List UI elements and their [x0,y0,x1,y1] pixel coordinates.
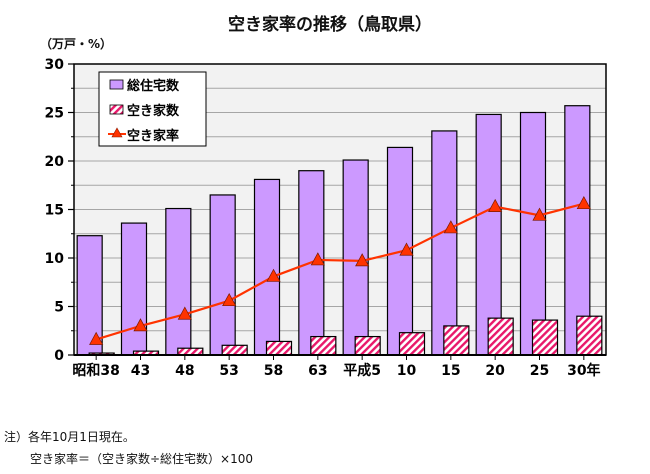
x-tick-label: 43 [131,363,150,379]
x-tick-label: 48 [175,363,194,379]
bar-vacant-houses [576,315,603,356]
legend-label-vacant: 空き家数 [127,103,180,119]
bar-vacant-houses [487,317,514,356]
y-tick-label: 20 [45,154,65,170]
bar-vacant-houses [398,332,426,356]
legend-label-total: 総住宅数 [127,78,180,94]
x-tick-label: 昭和38 [72,363,119,379]
marker-vacancy-rate [355,253,370,267]
marker-vacancy-rate [399,242,414,256]
line-vacancy-rate [95,202,585,341]
bar-total-housing [165,207,192,356]
bar-vacant-houses [310,335,337,356]
marker-vacancy-rate [488,198,503,212]
legend-swatch-total [109,79,124,90]
note-line-2: 空き家率＝（空き家数÷総住宅数）×100 [30,452,254,466]
bar-total-housing [253,178,281,356]
x-tick-label: 25 [530,363,549,379]
marker-vacancy-rate [576,195,591,210]
bar-vacant-houses [354,335,381,356]
legend-swatch-rate-marker [111,127,123,138]
bar-total-housing [431,130,458,356]
bar-vacant-houses [221,344,248,356]
x-tick-label: 58 [264,363,283,379]
marker-vacancy-rate [310,252,325,266]
bar-total-housing [564,105,591,356]
chart-title-text: 空き家率の推移（鳥取県） [228,15,432,35]
y-tick-label: 30 [45,57,65,73]
x-tick-label: 10 [397,363,417,379]
bar-total-housing [519,111,547,356]
legend: 総住宅数 空き家数 空き家率 [98,71,207,147]
x-tick-label: 53 [219,363,238,379]
y-tick-label: 15 [45,203,64,219]
note-line-1: 注）各年10月1日現在。 [4,430,135,444]
bar-total-housing [209,194,236,356]
x-tick-label: 63 [308,363,327,379]
x-tick-label: 平成5 [343,362,381,379]
y-tick-label: 5 [54,300,64,316]
marker-vacancy-rate [89,331,104,345]
y-tick-label: 25 [45,106,64,122]
x-tick-label: 20 [485,363,505,379]
y-tick-label: 10 [45,251,65,267]
marker-vacancy-rate [177,306,192,320]
marker-vacancy-rate [443,220,458,234]
bar-vacant-houses [443,325,470,356]
marker-vacancy-rate [222,292,237,307]
x-tick-label: 15 [441,363,460,379]
bar-vacant-houses [531,319,559,356]
y-tick-label: 0 [54,348,64,364]
marker-vacancy-rate [266,268,281,282]
x-tick-label: 30年 [567,362,600,379]
marker-vacancy-rate [532,207,547,221]
y-axis-unit-label: （万戸・%） [40,37,113,51]
legend-label-rate: 空き家率 [127,128,179,144]
bar-total-housing [120,222,148,356]
bar-vacant-houses [177,347,204,356]
legend-swatch-vacant [109,104,124,115]
bar-vacant-houses [265,340,293,356]
chart-title: 空き家率の推移（鳥取県） [0,10,650,35]
marker-vacancy-rate [133,318,148,332]
